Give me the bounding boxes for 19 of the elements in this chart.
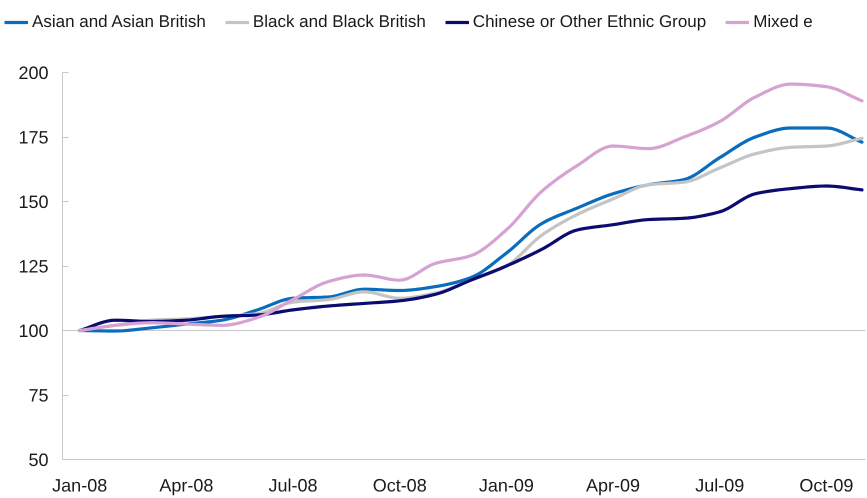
- x-tick-label: Oct-08: [372, 476, 427, 496]
- x-tick-label: Jul-09: [695, 476, 744, 496]
- x-tick-label: Apr-08: [159, 476, 214, 496]
- legend-label: Asian and Asian British: [32, 12, 206, 32]
- x-tick-label: Jul-08: [268, 476, 318, 496]
- x-tick-label: Jan-09: [478, 476, 534, 496]
- y-tick-label: 100: [18, 321, 49, 341]
- legend-label: Mixed e: [753, 12, 813, 32]
- y-tick-label: 175: [18, 128, 49, 148]
- legend-label: Chinese or Other Ethnic Group: [472, 12, 706, 32]
- y-tick-label: 150: [18, 192, 49, 212]
- y-tick-label: 50: [28, 450, 49, 470]
- y-tick-label: 75: [28, 386, 49, 406]
- legend-label: Black and Black British: [252, 12, 426, 32]
- x-tick-label: Jan-08: [52, 476, 108, 496]
- x-tick-label: Apr-09: [586, 476, 640, 496]
- y-tick-label: 200: [18, 63, 49, 83]
- x-tick-label: Oct-09: [799, 476, 854, 496]
- y-tick-label: 125: [18, 256, 49, 276]
